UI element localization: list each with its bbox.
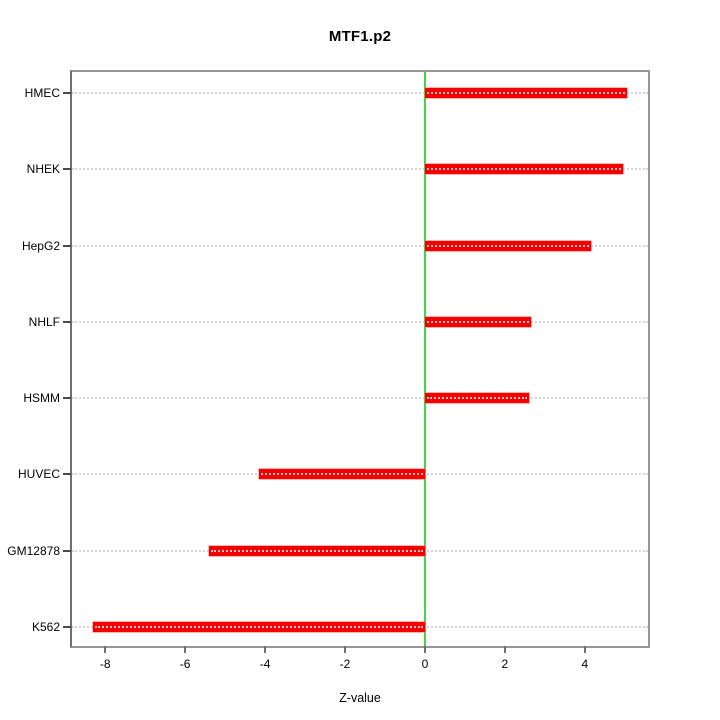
x-axis-tick <box>503 646 506 653</box>
bar-hsmm <box>424 393 529 404</box>
gridline <box>72 92 648 94</box>
x-tick-label: 4 <box>581 657 589 671</box>
gridline <box>72 320 648 323</box>
x-axis-label: Z-value <box>339 691 381 705</box>
bar-dots <box>426 168 621 171</box>
x-axis-tick <box>104 646 107 653</box>
y-axis-tick <box>63 625 71 628</box>
gridline <box>72 168 648 171</box>
category-label-hsmm: HSMM <box>23 391 60 406</box>
category-label-huvec: HUVEC <box>17 467 60 482</box>
category-label-hmec: HMEC <box>24 86 60 100</box>
x-tick-label: -4 <box>259 657 271 671</box>
category-label-k562: K562 <box>31 619 60 634</box>
bar-hepg2 <box>424 240 591 251</box>
chart-title: MTF1.p2 <box>328 28 392 45</box>
bar-dots <box>426 92 625 94</box>
x-axis-tick <box>344 646 346 653</box>
y-axis-tick <box>63 244 71 247</box>
bar-dots <box>95 625 423 628</box>
plot-area <box>70 70 650 648</box>
x-axis-tick <box>264 646 267 653</box>
x-tick-label: -2 <box>339 657 351 671</box>
category-label-nhek: NHEK <box>26 162 60 177</box>
x-axis-tick <box>583 646 586 653</box>
bar-nhlf <box>424 316 531 327</box>
gridline <box>72 244 648 247</box>
bar-hmec <box>424 88 627 98</box>
bar-dots <box>261 473 423 476</box>
y-axis-tick <box>63 92 71 94</box>
bar-nhek <box>424 164 623 175</box>
category-label-nhlf: NHLF <box>28 314 60 329</box>
bar-dots <box>426 397 527 400</box>
x-tick-label: -8 <box>99 657 111 671</box>
bar-gm12878 <box>209 545 425 556</box>
x-axis-tick <box>423 646 426 653</box>
bar-huvec <box>259 469 425 480</box>
bar-dots <box>426 244 589 247</box>
x-tick-label: 0 <box>421 657 429 671</box>
category-label-hepg2: HepG2 <box>21 238 60 253</box>
bar-k562 <box>93 621 425 632</box>
gridline <box>72 397 648 400</box>
zero-line <box>423 72 426 646</box>
bar-dots <box>211 549 423 552</box>
category-label-gm12878: GM12878 <box>7 543 60 558</box>
y-axis-tick <box>63 397 71 400</box>
x-tick-label: 2 <box>501 657 509 671</box>
y-axis-tick <box>63 320 71 323</box>
y-axis-tick <box>63 549 71 552</box>
x-tick-label: -6 <box>179 657 191 671</box>
y-axis-tick <box>63 473 71 476</box>
y-axis-tick <box>63 168 71 171</box>
bar-dots <box>426 320 529 323</box>
x-axis-tick <box>184 646 187 653</box>
